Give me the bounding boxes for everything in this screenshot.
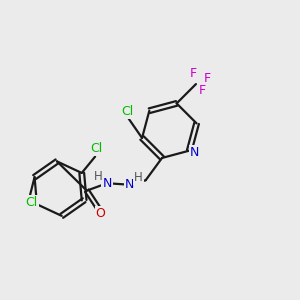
Text: Cl: Cl: [90, 142, 102, 155]
Text: Cl: Cl: [26, 196, 38, 209]
Text: F: F: [204, 72, 211, 85]
Text: Cl: Cl: [121, 105, 133, 118]
Text: H: H: [94, 170, 103, 183]
Text: N: N: [124, 178, 134, 191]
Text: O: O: [95, 207, 105, 220]
Text: F: F: [190, 67, 197, 80]
Text: N: N: [190, 146, 199, 159]
Text: H: H: [134, 171, 142, 184]
Text: F: F: [199, 84, 206, 97]
Text: N: N: [102, 177, 112, 190]
